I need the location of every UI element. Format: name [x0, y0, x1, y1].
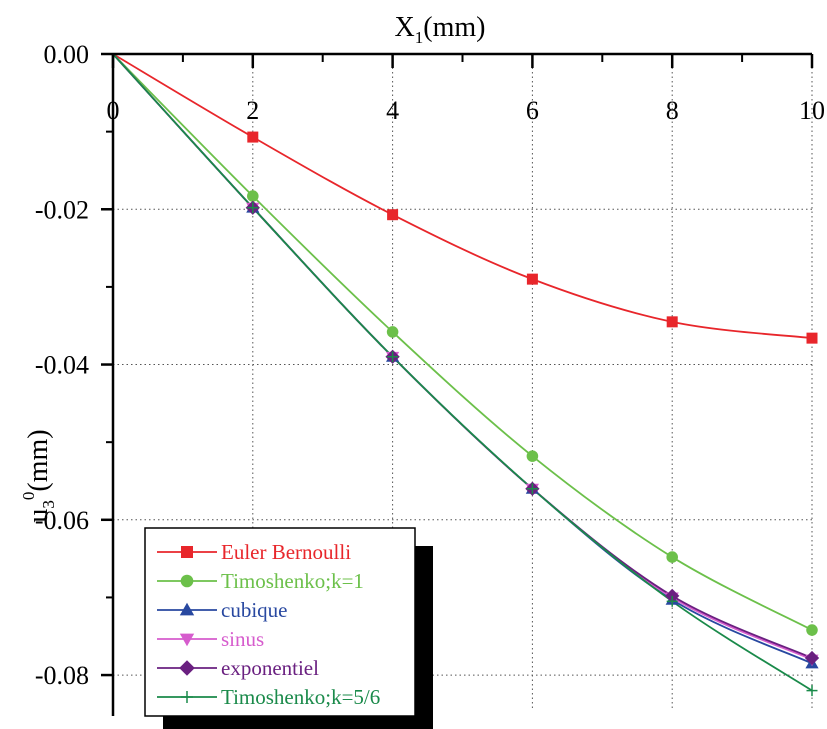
- series-0-point: [527, 274, 538, 285]
- legend-marker: [181, 546, 193, 558]
- legend-label: Euler Bernoulli: [221, 540, 351, 564]
- legend-label: Timoshenko;k=1: [221, 569, 364, 593]
- legend-label: cubique: [221, 598, 287, 622]
- x-tick-label: 4: [386, 96, 399, 125]
- x-tick-label: 0: [107, 96, 120, 125]
- x-tick-label: 10: [799, 96, 825, 125]
- series-1-point: [387, 326, 399, 338]
- y-tick-label: -0.08: [35, 661, 89, 690]
- legend-marker: [181, 575, 194, 588]
- x-tick-label: 8: [666, 96, 679, 125]
- x-axis-title: X1(mm): [395, 12, 486, 47]
- legend: Euler Bernoulli Timoshenko;k=1 cubique sinu…: [145, 528, 433, 729]
- series-line-0: [113, 54, 812, 338]
- y-tick-label: -0.04: [35, 351, 89, 380]
- x-tick-label: 2: [246, 96, 259, 125]
- x-tick-label: 6: [526, 96, 539, 125]
- series-4-point: [805, 651, 819, 665]
- series-0-point: [667, 316, 678, 327]
- legend-label: exponentiel: [221, 656, 319, 680]
- series-1-point: [247, 190, 259, 202]
- series-1-point: [666, 551, 678, 563]
- series-0-point: [807, 333, 818, 344]
- series-1-point: [806, 624, 818, 636]
- series-0-point: [387, 209, 398, 220]
- y-axis-title: u30(mm): [19, 429, 58, 522]
- series-1-point: [527, 450, 539, 462]
- series-5-point: [807, 685, 818, 696]
- series-0-point: [247, 132, 258, 143]
- y-tick-label: -0.02: [35, 195, 89, 224]
- legend-label: sinus: [221, 627, 264, 651]
- y-tick-label: 0.00: [44, 40, 90, 69]
- legend-label: Timoshenko;k=5/6: [221, 685, 380, 709]
